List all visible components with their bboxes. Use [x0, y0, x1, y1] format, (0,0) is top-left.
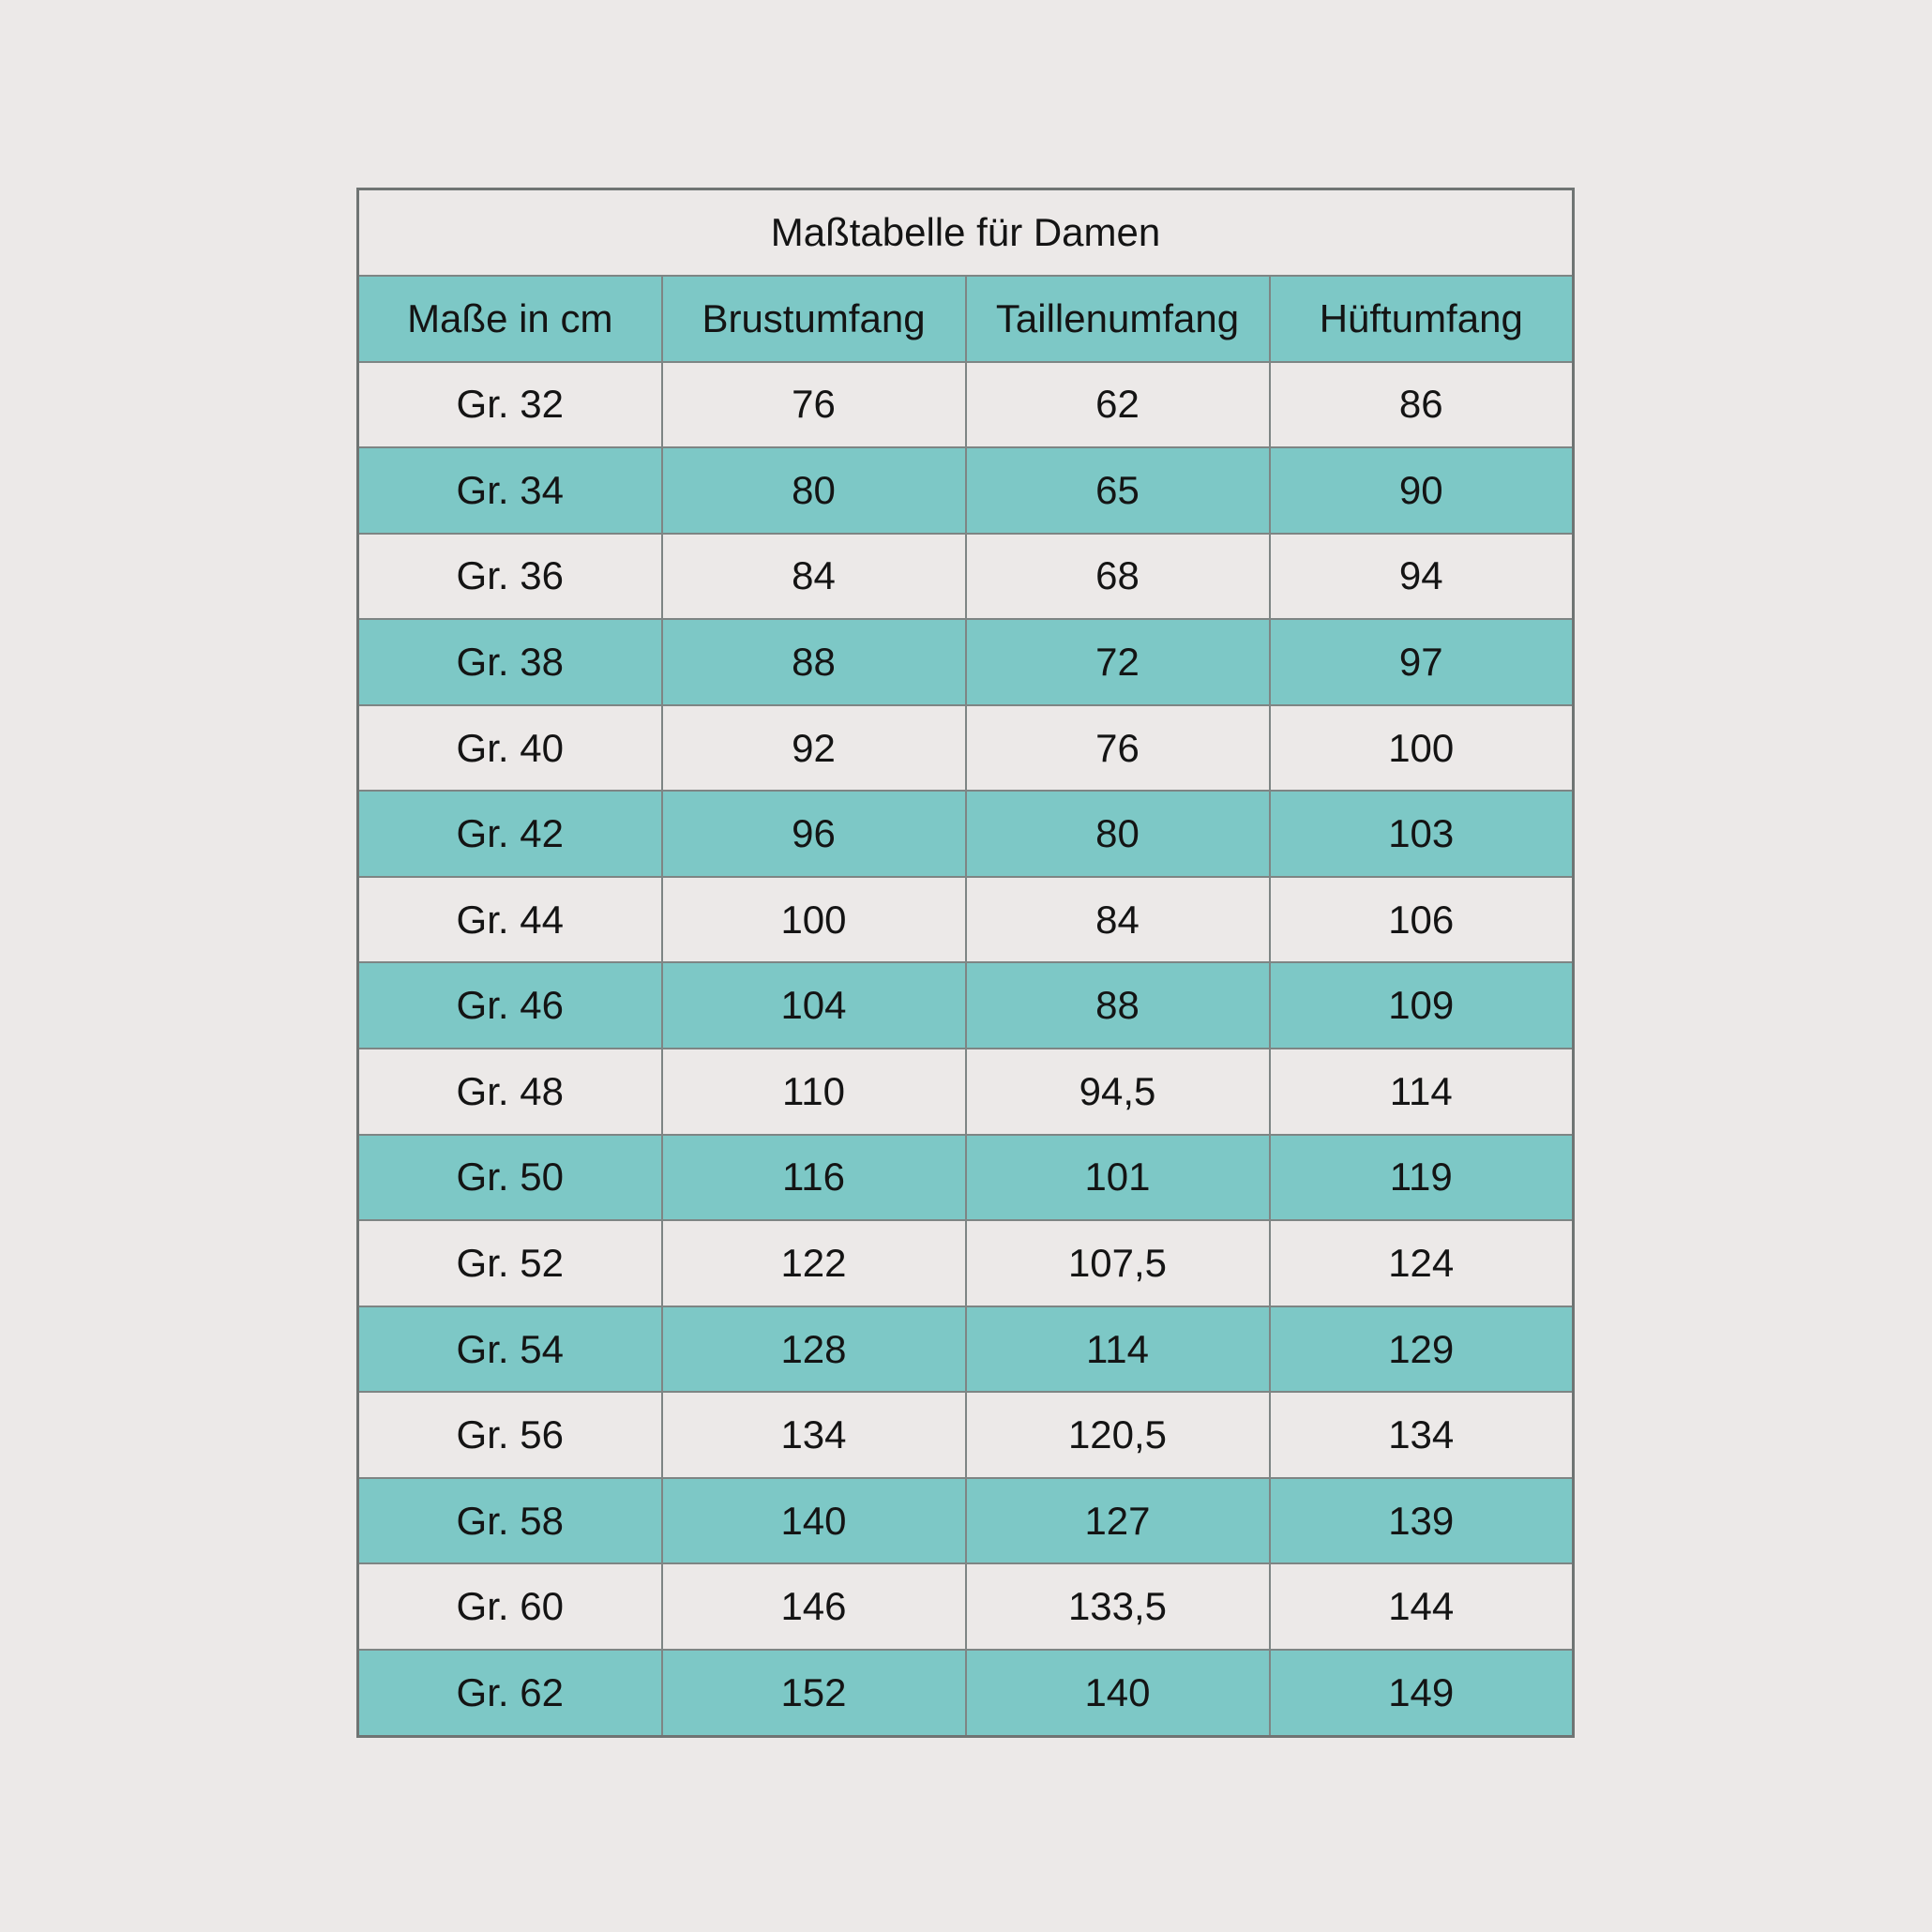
- cell-waist: 76: [964, 703, 1271, 792]
- cell-waist: 114: [964, 1305, 1271, 1394]
- cell-waist: 68: [964, 532, 1271, 621]
- table-row: Gr. 46 104 88 109: [356, 961, 1575, 1050]
- cell-bust: 116: [660, 1133, 967, 1222]
- table-row: Gr. 40 92 76 100: [356, 703, 1575, 792]
- cell-waist: 88: [964, 961, 1271, 1050]
- cell-hip: 139: [1268, 1476, 1575, 1565]
- cell-hip: 94: [1268, 532, 1575, 621]
- cell-hip: 86: [1268, 360, 1575, 449]
- table-row: Gr. 54 128 114 129: [356, 1305, 1575, 1394]
- column-header-waist: Taillenumfang: [964, 274, 1271, 363]
- cell-bust: 140: [660, 1476, 967, 1565]
- table-row: Gr. 62 152 140 149: [356, 1648, 1575, 1738]
- cell-bust: 76: [660, 360, 967, 449]
- table-row: Gr. 32 76 62 86: [356, 360, 1575, 449]
- cell-waist: 62: [964, 360, 1271, 449]
- cell-size: Gr. 56: [356, 1391, 663, 1479]
- cell-hip: 149: [1268, 1648, 1575, 1738]
- cell-bust: 128: [660, 1305, 967, 1394]
- table-row: Gr. 50 116 101 119: [356, 1133, 1575, 1222]
- cell-hip: 109: [1268, 961, 1575, 1050]
- cell-bust: 100: [660, 875, 967, 964]
- cell-size: Gr. 50: [356, 1133, 663, 1222]
- cell-bust: 96: [660, 790, 967, 878]
- table-row: Gr. 42 96 80 103: [356, 790, 1575, 878]
- cell-size: Gr. 60: [356, 1562, 663, 1651]
- table-row: Gr. 34 80 65 90: [356, 446, 1575, 535]
- cell-waist: 65: [964, 446, 1271, 535]
- cell-hip: 100: [1268, 703, 1575, 792]
- cell-size: Gr. 54: [356, 1305, 663, 1394]
- cell-waist: 120,5: [964, 1391, 1271, 1479]
- cell-bust: 84: [660, 532, 967, 621]
- table-row: Gr. 48 110 94,5 114: [356, 1048, 1575, 1136]
- table-row: Gr. 58 140 127 139: [356, 1476, 1575, 1565]
- cell-size: Gr. 52: [356, 1219, 663, 1307]
- cell-hip: 134: [1268, 1391, 1575, 1479]
- cell-bust: 134: [660, 1391, 967, 1479]
- size-table: Maßtabelle für Damen Maße in cm Brustumf…: [356, 188, 1575, 1738]
- column-header-bust: Brustumfang: [660, 274, 967, 363]
- cell-size: Gr. 46: [356, 961, 663, 1050]
- table-row: Gr. 38 88 72 97: [356, 618, 1575, 706]
- cell-hip: 119: [1268, 1133, 1575, 1222]
- cell-size: Gr. 40: [356, 703, 663, 792]
- cell-hip: 106: [1268, 875, 1575, 964]
- cell-bust: 104: [660, 961, 967, 1050]
- cell-bust: 80: [660, 446, 967, 535]
- table-title: Maßtabelle für Damen: [356, 188, 1575, 277]
- cell-bust: 122: [660, 1219, 967, 1307]
- table-row: Gr. 44 100 84 106: [356, 875, 1575, 964]
- cell-bust: 146: [660, 1562, 967, 1651]
- table-header-row: Maße in cm Brustumfang Taillenumfang Hüf…: [356, 274, 1575, 363]
- cell-size: Gr. 38: [356, 618, 663, 706]
- cell-hip: 103: [1268, 790, 1575, 878]
- cell-hip: 90: [1268, 446, 1575, 535]
- cell-waist: 107,5: [964, 1219, 1271, 1307]
- cell-waist: 127: [964, 1476, 1271, 1565]
- size-chart: Maßtabelle für Damen Maße in cm Brustumf…: [356, 188, 1575, 1738]
- cell-hip: 129: [1268, 1305, 1575, 1394]
- cell-size: Gr. 36: [356, 532, 663, 621]
- column-header-size: Maße in cm: [356, 274, 663, 363]
- table-title-row: Maßtabelle für Damen: [356, 188, 1575, 277]
- cell-bust: 110: [660, 1048, 967, 1136]
- cell-bust: 92: [660, 703, 967, 792]
- cell-hip: 114: [1268, 1048, 1575, 1136]
- cell-size: Gr. 34: [356, 446, 663, 535]
- cell-hip: 144: [1268, 1562, 1575, 1651]
- cell-bust: 152: [660, 1648, 967, 1738]
- cell-waist: 72: [964, 618, 1271, 706]
- cell-size: Gr. 58: [356, 1476, 663, 1565]
- cell-waist: 140: [964, 1648, 1271, 1738]
- cell-size: Gr. 32: [356, 360, 663, 449]
- cell-hip: 97: [1268, 618, 1575, 706]
- column-header-hip: Hüftumfang: [1268, 274, 1575, 363]
- cell-size: Gr. 48: [356, 1048, 663, 1136]
- table-row: Gr. 60 146 133,5 144: [356, 1562, 1575, 1651]
- cell-waist: 133,5: [964, 1562, 1271, 1651]
- cell-bust: 88: [660, 618, 967, 706]
- cell-waist: 84: [964, 875, 1271, 964]
- cell-waist: 101: [964, 1133, 1271, 1222]
- cell-size: Gr. 42: [356, 790, 663, 878]
- cell-size: Gr. 44: [356, 875, 663, 964]
- cell-hip: 124: [1268, 1219, 1575, 1307]
- cell-waist: 80: [964, 790, 1271, 878]
- table-row: Gr. 56 134 120,5 134: [356, 1391, 1575, 1479]
- table-row: Gr. 52 122 107,5 124: [356, 1219, 1575, 1307]
- table-row: Gr. 36 84 68 94: [356, 532, 1575, 621]
- cell-size: Gr. 62: [356, 1648, 663, 1738]
- cell-waist: 94,5: [964, 1048, 1271, 1136]
